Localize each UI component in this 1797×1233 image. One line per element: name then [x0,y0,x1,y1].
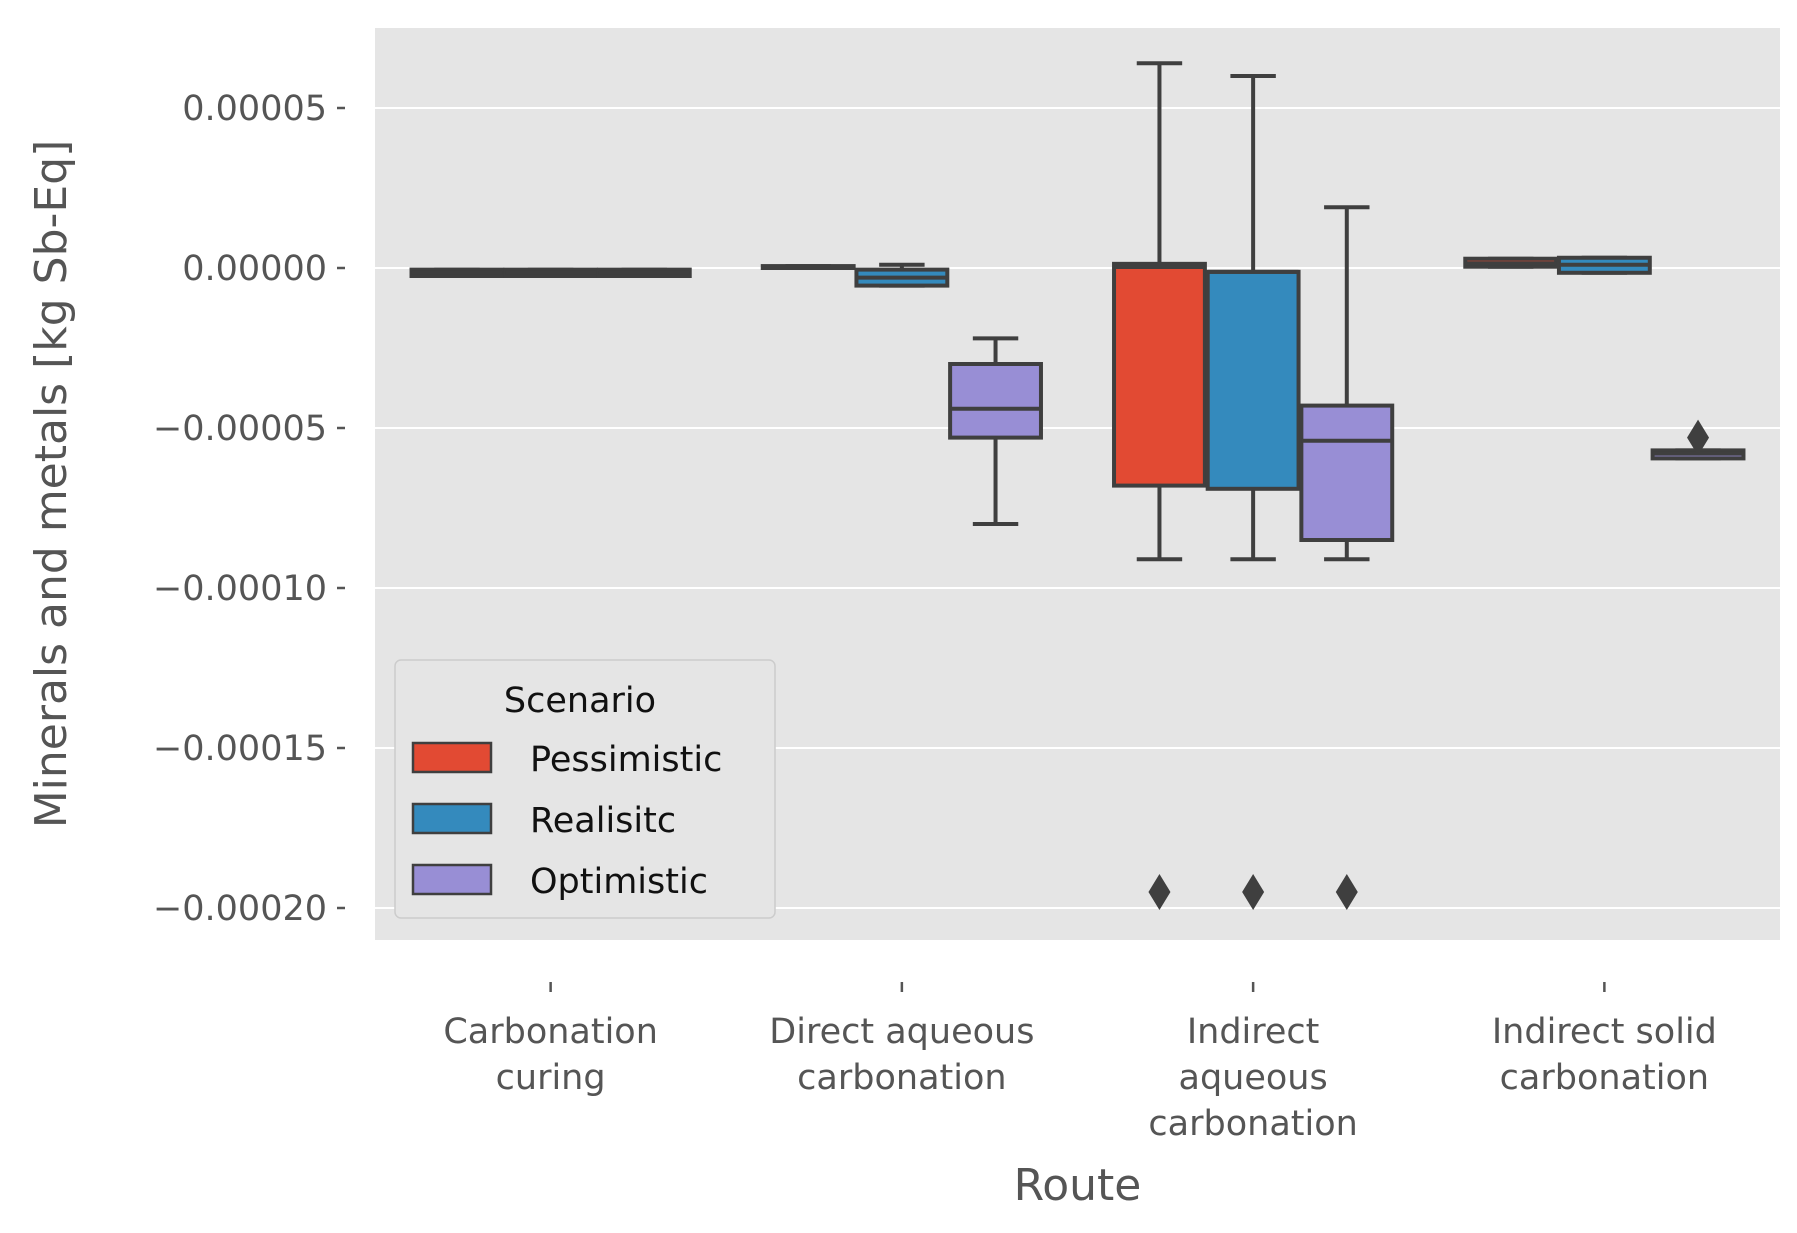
legend: Scenario Pessimistic Realisitc Optimistic [394,659,776,919]
y-tick-label: 0.00000 [182,249,327,289]
outlier-marker [1148,874,1171,910]
x-tick-label-line: Carbonation [443,1012,658,1052]
box-pessimistic [760,264,856,270]
x-tick-label: Indirect aqueous carbonation [1148,1012,1357,1144]
legend-items: Pessimistic Realisitc Optimistic [411,740,722,902]
outlier-marker [1242,874,1265,910]
legend-label: Optimistic [530,862,708,902]
legend-label: Pessimistic [530,740,722,780]
x-tick-label: Direct aqueous carbonation [769,1012,1034,1098]
y-tick-label: 0.00005 [182,89,327,129]
x-tick-label: Carbonation curing [443,1012,658,1098]
y-tick-label: −0.00015 [153,729,327,769]
outlier-marker [1687,419,1710,456]
legend-label: Realisitc [530,801,676,841]
y-axis: 0.00005 0.00000 −0.00005 −0.00010 −0.00015 −0… [153,89,345,929]
box-pessimistic [1463,256,1559,269]
x-tick-label-line: carbonation [1500,1058,1709,1098]
x-tick-label-line: Indirect solid [1492,1012,1717,1052]
y-axis-title: Minerals and metals [kg Sb-Eq] [26,140,77,829]
y-tick-label: −0.00010 [153,569,327,609]
box-pessimistic [409,267,505,279]
box-realisitc [503,267,599,279]
x-tick-label-line: Direct aqueous [769,1012,1034,1052]
box-optimistic [1650,419,1746,461]
box-optimistic [1299,205,1395,910]
legend-swatch [411,863,493,896]
legend-swatch [411,802,493,835]
x-axis: Carbonation curing Direct aqueous carbonati… [443,982,1717,1144]
box-body [1112,261,1207,488]
x-axis-title: Route [1014,1160,1142,1211]
box-realisitc [1556,255,1652,275]
box-optimistic [596,267,692,279]
legend-title: Scenario [504,681,656,721]
boxes [409,61,1746,910]
box-realisitc [1205,74,1301,910]
x-tick-label-line: Indirect [1187,1012,1320,1052]
box-body [1205,269,1301,491]
x-tick-label-line: carbonation [797,1058,1006,1098]
y-tick-label: −0.00020 [153,889,327,929]
box-optimistic [948,336,1043,526]
x-tick-label: Indirect solid carbonation [1492,1012,1717,1098]
box-body [948,362,1043,440]
y-tick-label: −0.00005 [153,409,327,449]
legend-frame [394,659,776,919]
outlier-marker [1335,874,1358,910]
legend-swatch [411,741,493,774]
x-tick-label-line: carbonation [1148,1104,1357,1144]
x-tick-label-line: curing [496,1058,606,1098]
box-realisitc [854,262,950,288]
box-body [1299,403,1395,542]
x-tick-label-line: aqueous [1179,1058,1328,1098]
box-pessimistic [1112,61,1207,910]
